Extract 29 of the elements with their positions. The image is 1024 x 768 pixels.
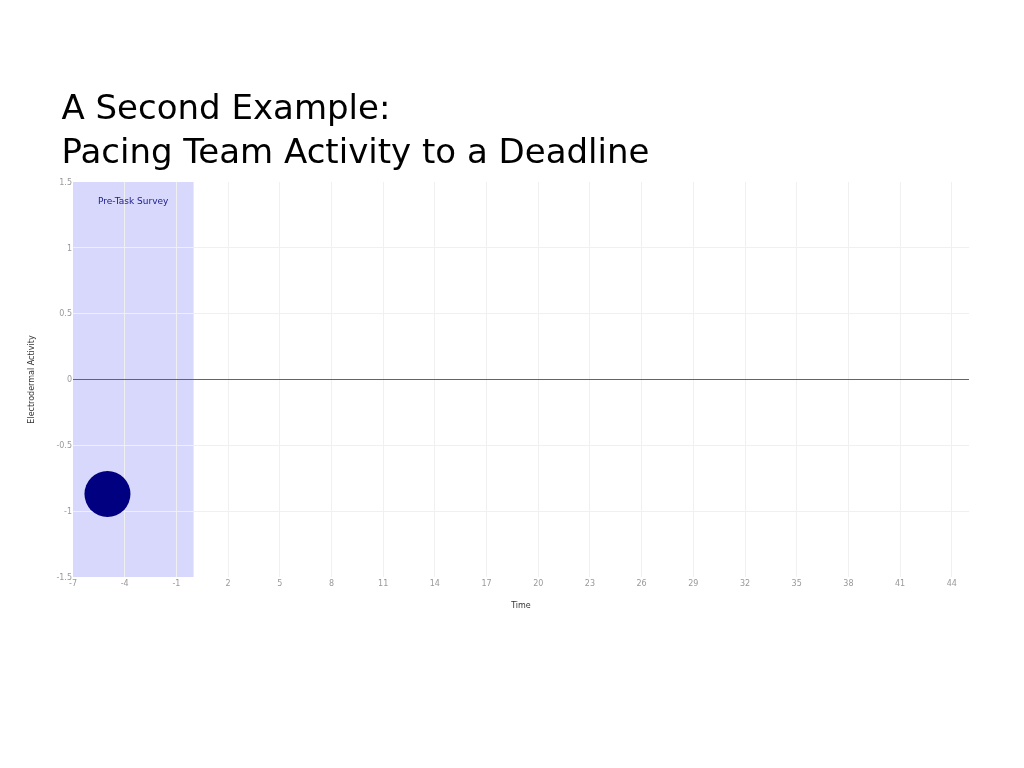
x-tick-label: 35: [791, 579, 802, 588]
x-tick-label: 20: [533, 579, 544, 588]
x-tick-label: 26: [636, 579, 647, 588]
x-tick-label: 23: [584, 579, 596, 588]
x-tick-label: 14: [429, 579, 440, 588]
x-tick-label: 41: [894, 579, 906, 588]
x-tick-label: 29: [688, 579, 699, 588]
y-tick-label: 0: [66, 375, 72, 385]
x-tick-label: -4: [120, 579, 129, 588]
y-axis-title: Electrodermal Activity: [27, 335, 37, 424]
x-tick-label: -1: [172, 579, 181, 588]
y-tick-label: 0.5: [59, 309, 72, 319]
y-tick-label: -0.5: [56, 441, 72, 451]
x-tick-label: 5: [277, 579, 283, 588]
x-tick-label: 8: [328, 579, 335, 588]
x-tick-label: -7: [69, 579, 77, 588]
y-tick-label: -1.5: [56, 572, 72, 582]
x-tick-label: 11: [378, 579, 389, 588]
x-tick-label: 17: [481, 579, 492, 588]
x-tick-label: 32: [739, 579, 751, 588]
y-tick-label: -1: [64, 506, 72, 516]
x-tick-label: 44: [946, 579, 957, 588]
chart-title: A Second Example: Pacing Team Activity to a Deadline: [61, 87, 650, 172]
band-label: Pre-Task Survey: [98, 196, 169, 206]
x-axis-title: Time: [510, 601, 531, 611]
y-tick-label: 1: [66, 243, 72, 253]
y-tick-label: 1.5: [59, 177, 72, 187]
x-tick-label: 2: [225, 579, 231, 588]
x-tick-label: 38: [843, 579, 854, 588]
